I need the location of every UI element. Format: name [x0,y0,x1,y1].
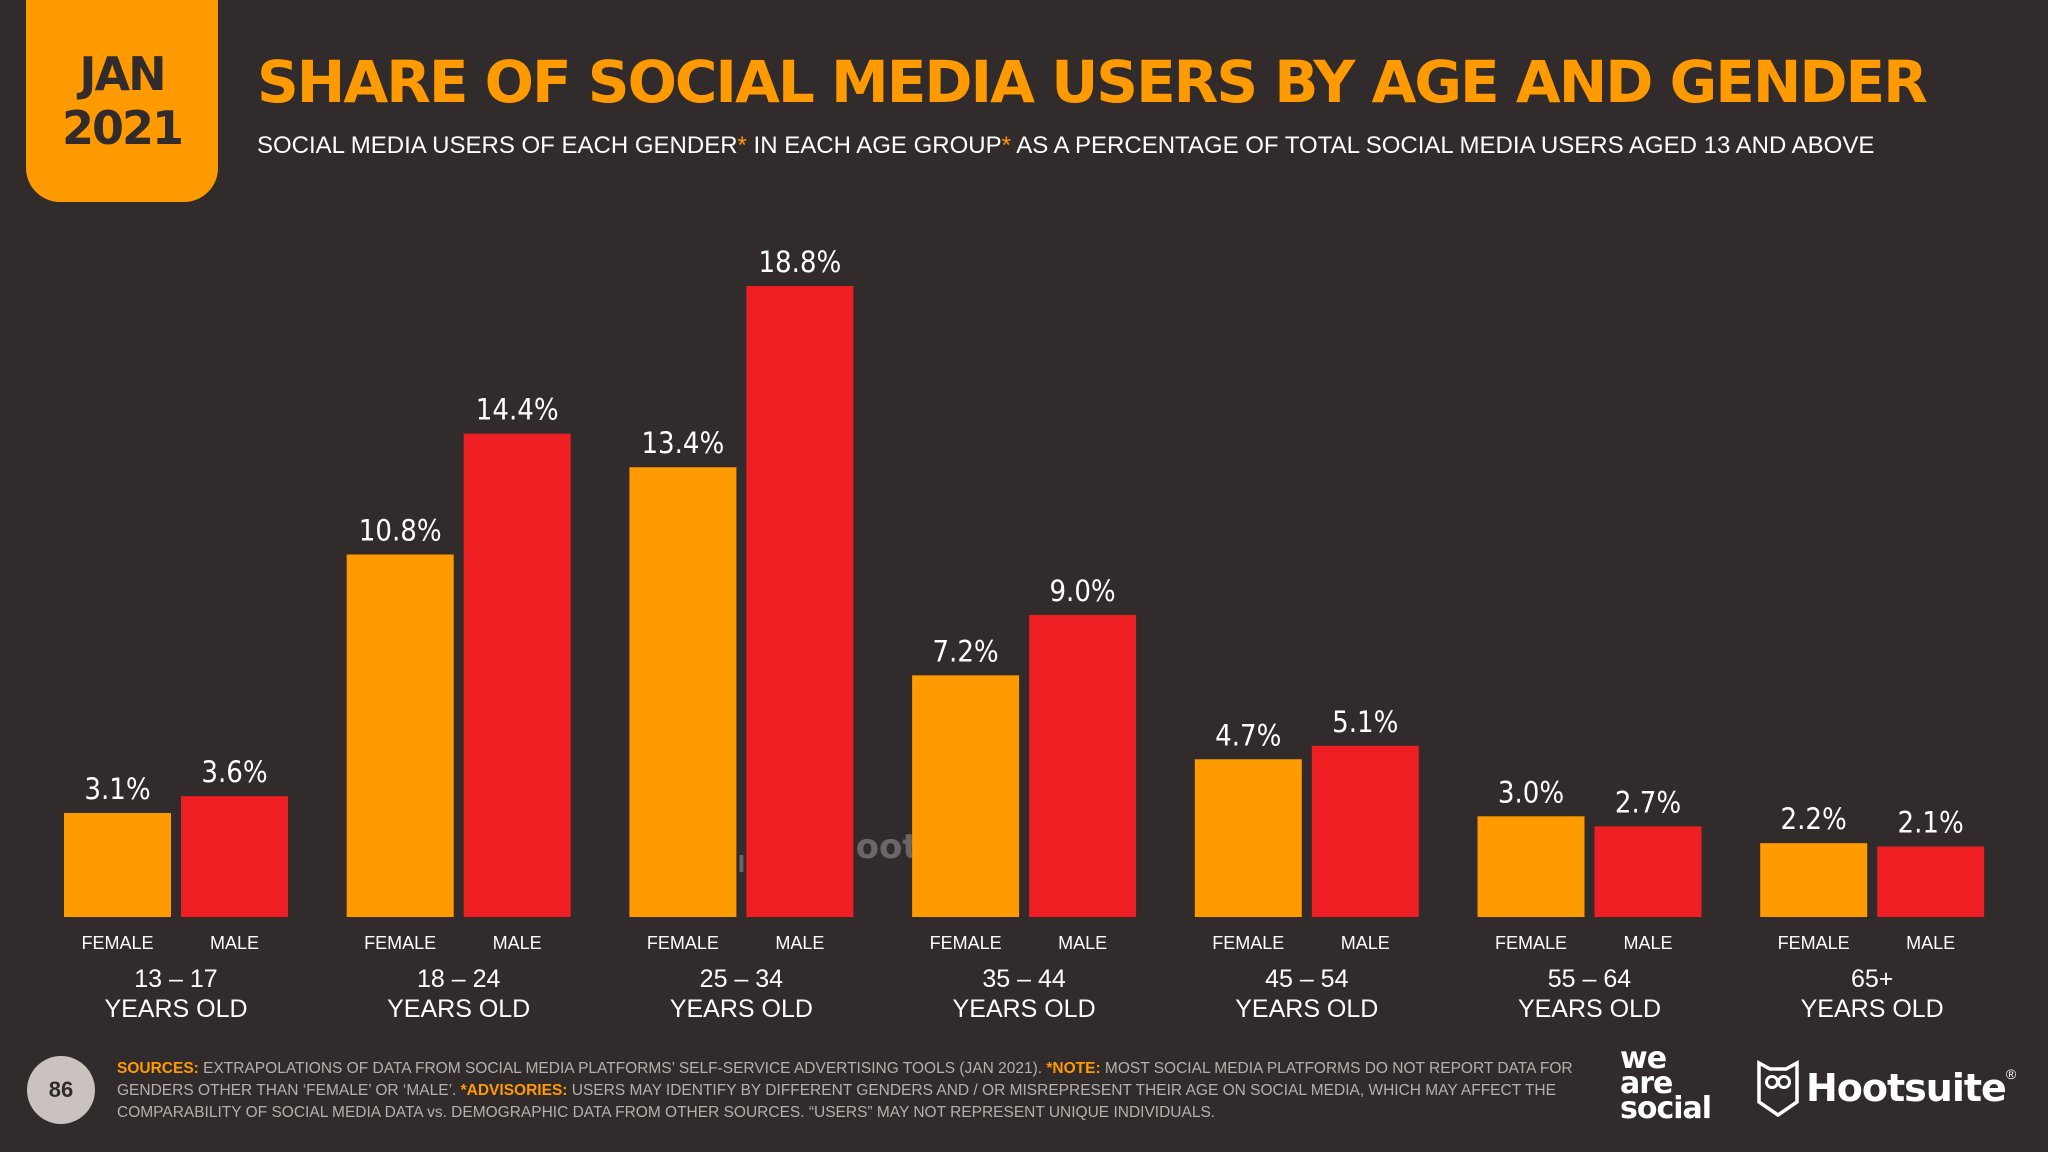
series-label-male-2: MALE [775,933,824,953]
date-badge: JAN 2021 [26,0,218,202]
category-label-line: YEARS OLD [387,995,531,1023]
bar-male-6 [1877,846,1985,917]
series-label-female-4: FEMALE [1212,933,1284,953]
series-label-female-2: FEMALE [647,933,719,953]
category-label-line: YEARS OLD [104,995,248,1023]
value-label-female-3: 7.2% [932,634,998,668]
value-label-female-1: 10.8% [359,514,442,548]
value-label-female-5: 3.0% [1498,775,1564,809]
value-label-male-6: 2.1% [1898,806,1964,840]
bar-female-6 [1760,843,1868,917]
category-label-line: 18 – 24 [416,965,501,993]
category-label-line: YEARS OLD [1235,995,1379,1023]
bar-male-4 [1311,745,1419,917]
category-label-2: 25 – 34 YEARS OLD [651,964,831,1024]
series-label-female-3: FEMALE [930,933,1002,953]
footer-notes: SOURCES: EXTRAPOLATIONS OF DATA FROM SOC… [117,1060,1573,1121]
value-label-male-2: 18.8% [758,245,841,279]
we-are-social-logo: we are social [1620,1041,1712,1126]
bar-female-5 [1477,816,1585,917]
series-label-female-6: FEMALE [1778,933,1850,953]
value-label-female-2: 13.4% [641,426,724,460]
bar-male-5 [1594,826,1702,917]
bar-female-3 [912,675,1020,917]
chart-subtitle: SOCIAL MEDIA USERS OF EACH GENDER* IN EA… [257,132,1875,159]
value-label-male-0: 3.6% [201,755,267,789]
category-label-line: 65+ [1850,965,1894,993]
page-number: 86 [27,1056,95,1124]
hootsuite-logo: Hootsuite ® [1756,1058,2016,1118]
value-label-male-3: 9.0% [1049,574,1115,608]
category-label-0: 13 – 17 YEARS OLD [86,964,266,1024]
bar-female-0 [64,812,171,917]
category-label-1: 18 – 24 YEARS OLD [369,964,549,1024]
category-label-line: YEARS OLD [1800,995,1944,1023]
badge-month: JAN [79,47,166,101]
bar-male-2 [746,286,854,917]
bar-male-3 [1029,614,1137,917]
category-label-line: YEARS OLD [1517,995,1662,1023]
category-label-line: 13 – 17 [134,965,218,993]
category-label-3: 35 – 44 YEARS OLD [934,964,1114,1024]
series-label-male-5: MALE [1623,933,1672,953]
category-label-line: 25 – 34 [699,965,784,993]
series-label-female-0: FEMALE [81,933,153,953]
value-label-male-1: 14.4% [476,393,559,427]
series-label-female-1: FEMALE [364,933,436,953]
value-label-female-4: 4.7% [1215,718,1281,752]
category-label-6: 65+ YEARS OLD [1782,964,1962,1024]
bar-female-2 [629,467,737,917]
bar-female-1 [346,554,454,917]
bar-female-4 [1194,759,1302,917]
value-label-female-0: 3.1% [84,772,150,806]
series-label-female-5: FEMALE [1495,933,1567,953]
badge-year: 2021 [61,101,184,155]
series-label-male-6: MALE [1906,933,1955,953]
value-label-female-6: 2.2% [1781,802,1847,836]
value-label-male-4: 5.1% [1332,705,1398,739]
chart-title: SHARE OF SOCIAL MEDIA USERS BY AGE AND G… [257,48,1928,116]
category-label-line: 45 – 54 [1265,965,1349,993]
series-label-male-4: MALE [1341,933,1390,953]
value-label-male-5: 2.7% [1615,785,1681,819]
category-label-4: 45 – 54 YEARS OLD [1217,964,1397,1024]
category-label-line: 35 – 44 [982,965,1066,993]
series-label-male-3: MALE [1058,933,1107,953]
hootsuite-owl-icon [1757,1060,1799,1118]
series-label-male-1: MALE [493,933,542,953]
category-label-line: YEARS OLD [952,995,1096,1023]
category-label-5: 55 – 64 YEARS OLD [1500,964,1680,1024]
category-label-line: 55 – 64 [1547,965,1632,993]
bar-male-0 [181,796,288,917]
category-label-line: YEARS OLD [669,995,813,1023]
series-label-male-0: MALE [210,933,259,953]
bar-male-1 [463,433,571,917]
